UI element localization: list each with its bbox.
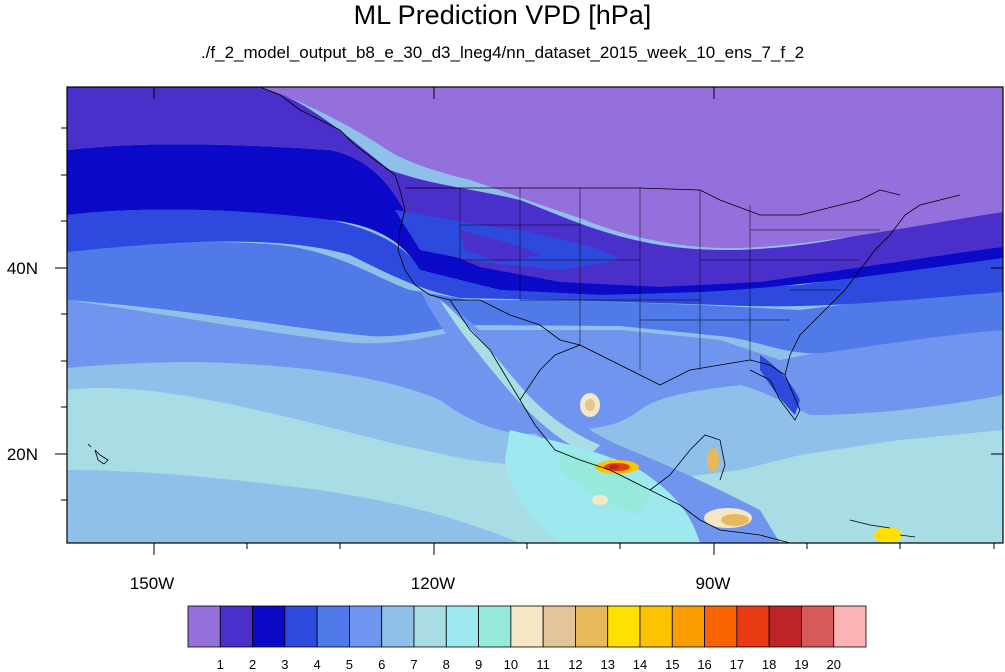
field-core-oaxaca-peak	[609, 464, 619, 470]
colorbar-swatch	[833, 605, 867, 648]
colorbar-swatch	[219, 605, 253, 648]
field-mexico-band-10	[560, 450, 650, 515]
field-band-1-dark	[67, 87, 1003, 287]
colorbar-label: 13	[600, 657, 614, 672]
colorbar-label: 6	[378, 657, 385, 672]
colorbar-label: 12	[568, 657, 582, 672]
colorbar-label: 16	[697, 657, 711, 672]
colorbar-swatch	[575, 605, 609, 648]
colorbar-label: 19	[794, 657, 808, 672]
colorbar: 1 2 3 4 5 6 7 8 9 10 11 12 13 14 15 16 17 18 19 20	[187, 605, 867, 672]
colorbar-swatch	[349, 605, 383, 648]
field-interior-west	[395, 210, 620, 270]
map-title: ML Prediction VPD [hPa]	[353, 0, 652, 30]
colorbar-swatch	[639, 605, 673, 648]
colorbar-label: 14	[633, 657, 647, 672]
coast-yucatan	[649, 434, 726, 491]
lat-label-40n: 40N	[7, 259, 38, 278]
field-core-honduras-inner	[721, 514, 749, 526]
colorbar-swatch	[413, 605, 447, 648]
caribbean-islands	[849, 519, 916, 538]
field-band-2	[67, 144, 1003, 295]
colorbar-label: 1	[217, 657, 224, 672]
colorbar-swatch	[478, 605, 512, 648]
colorbar-swatch	[542, 605, 576, 648]
border-us-canada	[405, 187, 901, 216]
field-florida	[760, 355, 800, 415]
field-core-caribbean	[874, 527, 902, 543]
colorbar-label: 2	[249, 657, 256, 672]
field-band-3	[67, 209, 1003, 307]
colorbar-swatch	[801, 605, 835, 648]
border-us-mexico	[450, 299, 581, 346]
field-mexico-band-6	[420, 290, 780, 543]
field-band-1-north	[260, 87, 1003, 249]
colorbar-label: 11	[536, 657, 550, 672]
colorbar-swatch	[252, 605, 286, 648]
colorbar-swatch	[736, 605, 770, 648]
colorbar-swatch	[607, 605, 641, 648]
hawaii	[87, 443, 109, 465]
field-band-ocean-6	[67, 470, 520, 543]
colorbar-label: 20	[826, 657, 840, 672]
coast-pacific-north	[259, 87, 406, 211]
colorbar-label: 4	[314, 657, 321, 672]
colorbar-swatch	[671, 605, 705, 648]
coast-atlantic	[784, 194, 961, 376]
colorbar-swatch	[381, 605, 415, 648]
colorbar-label: 15	[665, 657, 679, 672]
field-band-5	[67, 300, 1003, 434]
lat-label-20n: 20N	[7, 445, 38, 464]
colorbar-swatch	[510, 605, 544, 648]
colorbar-swatch	[316, 605, 350, 648]
colorbar-label: 9	[475, 657, 482, 672]
colorbar-label: 8	[443, 657, 450, 672]
colorbar-swatch	[187, 605, 221, 648]
colorbar-label: 18	[762, 657, 776, 672]
colorbar-label: 3	[281, 657, 288, 672]
colorbar-label: 7	[410, 657, 417, 672]
colorbar-label: 17	[730, 657, 744, 672]
field-core-yucatan	[707, 448, 719, 472]
map-frame	[66, 86, 1004, 544]
colorbar-label: 5	[346, 657, 353, 672]
colorbar-label: 10	[504, 657, 518, 672]
lon-label-150w: 150W	[130, 574, 174, 593]
lon-label-120w: 120W	[411, 574, 455, 593]
field-core-12	[585, 399, 595, 411]
state-borders	[459, 188, 880, 370]
field-core-gulf-sw	[592, 495, 608, 505]
coastlines	[87, 87, 961, 543]
axis-ticks	[55, 87, 1003, 555]
colorbar-swatch	[284, 605, 318, 648]
colorbar-swatch	[445, 605, 479, 648]
field-band-4	[67, 242, 1003, 354]
coast-gulf	[519, 344, 801, 421]
colorbar-swatch	[768, 605, 802, 648]
lon-label-90w: 90W	[696, 574, 731, 593]
colorbar-swatch	[704, 605, 738, 648]
vpd-field	[67, 87, 1003, 543]
field-mexico-band-8	[440, 300, 600, 455]
map-subtitle: ./f_2_model_output_b8_e_30_d3_lneg4/nn_d…	[200, 43, 805, 62]
